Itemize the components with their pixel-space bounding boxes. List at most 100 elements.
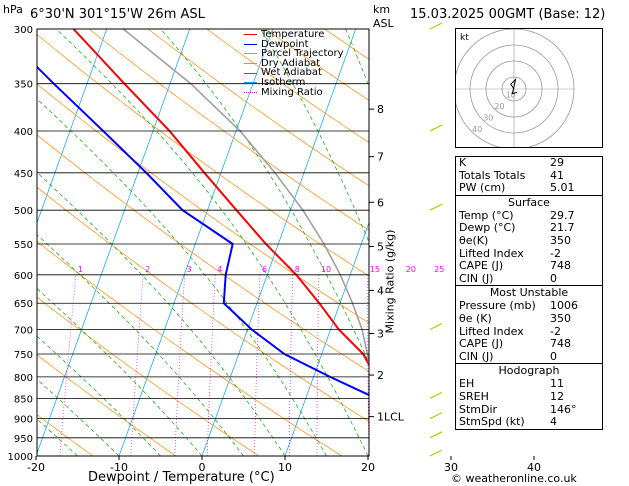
most-unstable-label: Lifted Index [459, 324, 524, 338]
mixing-ratio-label: 1 [78, 265, 83, 274]
km-tick-label: 2 [377, 369, 384, 382]
wind-barb [429, 124, 443, 132]
wind-barb [429, 391, 443, 399]
pressure-tick-label: 700 [14, 326, 33, 337]
legend-label: Wet Adiabat [261, 67, 322, 79]
index-value: 29 [550, 156, 564, 169]
legend-swatch [244, 72, 257, 74]
legend-swatch [244, 53, 257, 55]
pressure-tick-label: 300 [14, 25, 33, 36]
hodograph-ring-label: 10 [506, 91, 516, 100]
temperature-tick-label: -10 [110, 461, 128, 474]
most-unstable-row: Lifted Index -2 [456, 324, 602, 339]
pressure-tick-label: 450 [14, 169, 33, 180]
index-label: Totals Totals [459, 168, 526, 182]
legend-label: Temperature [261, 29, 325, 40]
legend-swatch [244, 43, 257, 45]
mixing-ratio-line [288, 274, 294, 456]
isotherm [118, 29, 274, 456]
location-title: 6°30'N 301°15'W 26m ASL [30, 7, 205, 22]
index-value: 5.01 [550, 181, 575, 195]
wet-adiabat [56, 29, 369, 456]
mixing-ratio-line [316, 274, 320, 456]
hodograph-trace [510, 77, 518, 95]
mixing-ratio-line [254, 274, 261, 456]
hodograph-ring-label: 40 [472, 125, 482, 134]
surface-value: 748 [550, 259, 571, 273]
pressure-tick-label: 650 [14, 299, 33, 310]
wind-barb [429, 449, 443, 457]
hodograph-ring-label: 20 [494, 102, 504, 111]
dry-adiabat [37, 33, 369, 277]
most-unstable-label: θe (K) [459, 311, 492, 325]
surface-title: Surface [508, 195, 550, 209]
mixing-ratio-label: 2 [145, 265, 150, 274]
surface-row: Dewp (°C) 21.7 [456, 222, 602, 235]
datetime-title: 15.03.2025 00GMT (Base: 12) [410, 7, 606, 22]
surface-row: CIN (J) 0 [456, 271, 602, 286]
index-label: K [459, 156, 467, 169]
pressure-tick-label: 850 [14, 394, 33, 405]
temperature-tick-label: 30 [444, 461, 458, 474]
most-unstable-title: Most Unstable [489, 286, 569, 300]
km-tick-label: 4 [377, 284, 384, 297]
pressure-tick-label: 500 [14, 206, 33, 217]
most-unstable-value: 1006 [550, 299, 578, 313]
hodograph-stat-value: 12 [550, 389, 564, 403]
mixing-ratio-line [59, 274, 77, 456]
km-tick-label: 3 [377, 328, 384, 341]
mixing-ratio-label: 3 [187, 265, 192, 274]
most-unstable-value: 0 [550, 349, 557, 363]
hodograph-stat-value: 11 [550, 377, 564, 391]
legend-label: Mixing Ratio [261, 86, 323, 98]
surface-label: Lifted Index [459, 246, 524, 260]
legend-swatch [244, 34, 257, 36]
pressure-tick-label: 750 [14, 350, 33, 361]
mixing-ratio-label: 4 [217, 265, 222, 274]
surface-value: 29.7 [550, 208, 575, 222]
km-tick-label: 1LCL [377, 411, 405, 424]
pressure-tick-label: 800 [14, 373, 33, 384]
mixing-ratio-label: 10 [321, 265, 331, 274]
pressure-tick-label: 600 [14, 271, 33, 282]
wind-barb [429, 431, 443, 439]
wind-barb [429, 203, 443, 211]
temperature-tick-label: 20 [361, 461, 375, 474]
pressure-tick-label: 1000 [8, 452, 33, 463]
dry-adiabat [619, 29, 629, 456]
legend-label: Parcel Trajectory [261, 48, 344, 60]
legend-entry: Temperature [244, 30, 344, 40]
pressure-tick-label: 550 [14, 240, 33, 251]
pressure-tick-label: 950 [14, 434, 33, 445]
isotherm [37, 29, 191, 455]
km-tick-label: 5 [377, 241, 384, 254]
isotherm [284, 221, 369, 456]
temperature-tick-label: 40 [527, 461, 541, 474]
most-unstable-label: Pressure (mb) [459, 299, 536, 313]
index-value: 41 [550, 168, 564, 182]
mixing-ratio-line [206, 274, 216, 456]
most-unstable-value: 748 [550, 337, 571, 351]
surface-label: CAPE (J) [459, 259, 504, 273]
most-unstable-value: -2 [550, 324, 561, 338]
isotherm [201, 29, 357, 456]
surface-label: CIN (J) [459, 271, 494, 285]
hodograph-stat-label: EH [459, 377, 475, 391]
dry-adiabat [37, 354, 177, 456]
hodograph-stat-label: StmSpd (kt) [459, 415, 525, 429]
most-unstable-label: CIN (J) [459, 349, 494, 363]
temperature-tick-label: 10 [278, 461, 292, 474]
surface-row: CAPE (J) 748 [456, 260, 602, 273]
mixing-ratio-line [404, 275, 408, 456]
index-row: Totals Totals 41 [456, 168, 602, 183]
most-unstable-row: CAPE (J) 748 [456, 338, 602, 351]
surface-value: 350 [550, 233, 571, 247]
dry-adiabat [88, 29, 369, 231]
surface-value: 0 [550, 271, 557, 285]
x-axis-label: Dewpoint / Temperature (°C) [88, 470, 275, 485]
pressure-tick-label: 350 [14, 80, 33, 91]
surface-value: 21.7 [550, 221, 575, 235]
indices-panel: K 29 Totals Totals 41 PW (cm) 5.01 Surface Te… [455, 156, 603, 430]
surface-row: Temp (°C) 29.7 [456, 208, 602, 223]
